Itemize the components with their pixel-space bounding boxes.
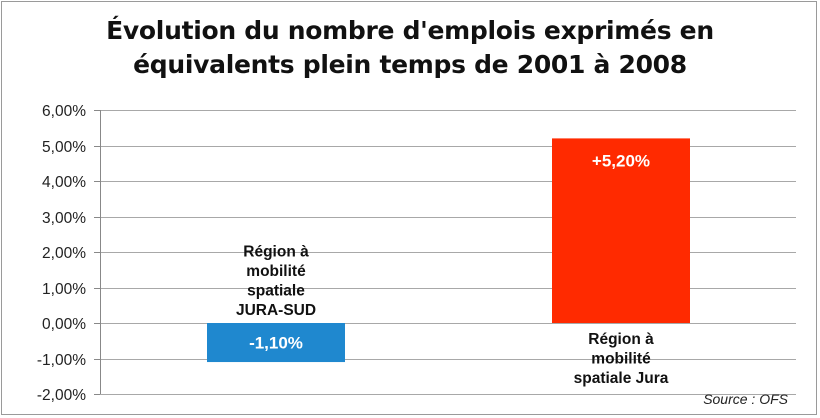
bars: -1,10% +5,20% — [207, 138, 690, 363]
y-tick-label: 3,00% — [42, 210, 86, 227]
bar — [552, 138, 690, 323]
category-label-line: mobilité — [591, 351, 651, 368]
category-label-line: spatiale — [247, 283, 305, 300]
category-label-line: mobilité — [246, 263, 306, 280]
category-label-line: Région à — [243, 244, 309, 261]
y-tick-label: 4,00% — [42, 174, 86, 191]
chart-title-line-2: équivalents plein temps de 2001 à 2008 — [133, 50, 687, 79]
y-tick-label: 5,00% — [42, 139, 86, 156]
chart-title: Évolution du nombre d'emplois exprimés e… — [0, 14, 820, 82]
bar-value-label: -1,10% — [249, 334, 303, 353]
bar — [207, 323, 345, 363]
y-tick-label: 1,00% — [42, 281, 86, 298]
bar-value-label: +5,20% — [592, 151, 650, 170]
source-note: Source : OFS — [703, 391, 788, 407]
y-axis-ticks: -2,00% -1,00% 0,00% 1,00% 2,00% 3,00% 4,00% 5,0… — [37, 103, 100, 404]
category-label: Région à mobilité spatiale JURA-SUD — [236, 244, 316, 320]
y-tick-label: 6,00% — [42, 103, 86, 120]
category-label-line: spatiale Jura — [574, 370, 669, 387]
category-label-line: JURA-SUD — [236, 302, 316, 319]
y-tick-label: 2,00% — [42, 245, 86, 262]
category-label: Région à mobilité spatiale Jura — [574, 331, 669, 387]
category-label-line: Région à — [588, 331, 654, 348]
chart-title-line-1: Évolution du nombre d'emplois exprimés e… — [106, 16, 714, 45]
y-tick-label: -2,00% — [37, 387, 86, 404]
gridlines — [100, 110, 796, 395]
y-tick-label: -1,00% — [37, 352, 86, 369]
y-tick-label: 0,00% — [42, 316, 86, 333]
